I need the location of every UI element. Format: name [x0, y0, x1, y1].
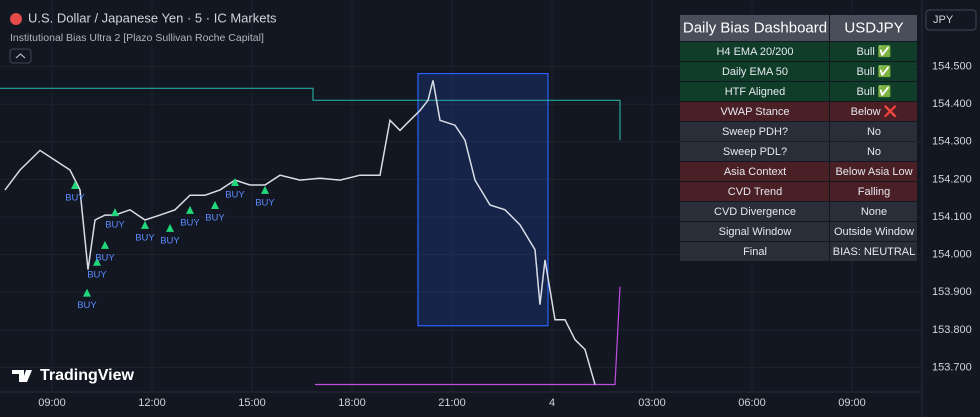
x-tick-label: 4: [549, 397, 555, 409]
buy-marker: [166, 223, 174, 232]
buy-label: BUY: [255, 197, 275, 208]
x-tick-label: 15:00: [238, 397, 266, 409]
dashboard-value: No: [867, 146, 881, 158]
y-tick-label: 153.900: [932, 286, 972, 298]
x-tick-label: 18:00: [338, 397, 366, 409]
dashboard-value: Falling: [858, 186, 890, 198]
buy-marker: [231, 177, 239, 186]
dashboard-label: Sweep PDH?: [722, 126, 788, 138]
buy-label: BUY: [135, 232, 155, 243]
x-tick-label: 06:00: [738, 397, 766, 409]
dashboard-label: Daily EMA 50: [722, 66, 788, 78]
buy-label: BUY: [160, 235, 180, 246]
dashboard-label: CVD Divergence: [714, 206, 796, 218]
dashboard-row: [680, 202, 917, 221]
dashboard-header: Daily Bias Dashboard: [683, 19, 827, 36]
indicator-line: [315, 286, 621, 386]
x-tick-label: 03:00: [638, 397, 666, 409]
dashboard-label: Signal Window: [719, 226, 792, 238]
range-box: [417, 73, 549, 327]
dashboard-row: [680, 142, 917, 161]
dashboard-value: Outside Window: [834, 226, 914, 238]
dashboard-header-cell: [680, 15, 829, 41]
buy-label: BUY: [77, 300, 97, 311]
symbol-title[interactable]: U.S. Dollar / Japanese Yen · 5 · IC Mark…: [28, 10, 277, 25]
dashboard-row: [680, 62, 917, 81]
dashboard-label: Sweep PDL?: [723, 146, 787, 158]
dashboard-row: [680, 102, 917, 121]
x-tick-label: 21:00: [438, 397, 466, 409]
dashboard-row: [680, 182, 917, 201]
collapse-icon: [15, 53, 26, 59]
dashboard-row: [680, 82, 917, 101]
collapse-button[interactable]: [9, 48, 32, 64]
buy-label: BUY: [87, 269, 107, 280]
y-tick-label: 153.800: [932, 324, 972, 336]
y-tick-label: 154.000: [932, 249, 972, 261]
currency-box[interactable]: [925, 9, 977, 31]
symbol-icon: [10, 13, 22, 25]
buy-marker: [261, 185, 269, 194]
dashboard-row: [680, 162, 917, 181]
dashboard-label: Asia Context: [724, 166, 786, 178]
dashboard-value: Bull ✅: [856, 85, 891, 98]
y-tick-label: 154.300: [932, 136, 972, 148]
indicator-line: [0, 87, 621, 141]
dashboard-value: Bull ✅: [856, 45, 891, 58]
y-tick-label: 154.400: [932, 98, 972, 110]
y-tick-label: 154.200: [932, 173, 972, 185]
grid: [0, 0, 922, 392]
buy-marker: [141, 220, 149, 229]
dashboard-value: No: [867, 126, 881, 138]
x-tick-label: 09:00: [838, 397, 866, 409]
price-line: [4, 80, 596, 385]
x-tick-label: 09:00: [38, 397, 66, 409]
dashboard-label: VWAP Stance: [720, 106, 789, 118]
buy-marker: [101, 240, 109, 249]
dashboard-row: [680, 122, 917, 141]
x-tick-label: 12:00: [138, 397, 166, 409]
dashboard-row: [680, 242, 917, 261]
indicator-name[interactable]: Institutional Bias Ultra 2 [Plazo Sulliv…: [10, 32, 264, 44]
dashboard-row: [680, 222, 917, 241]
dashboard-header: USDJPY: [844, 19, 903, 36]
buy-marker: [71, 181, 79, 190]
buy-label: BUY: [95, 252, 115, 263]
dashboard-label: H4 EMA 20/200: [716, 46, 793, 58]
buy-label: BUY: [65, 193, 85, 204]
y-tick-label: 153.700: [932, 361, 972, 373]
dashboard-value: BIAS: NEUTRAL: [833, 246, 916, 258]
dashboard-row: [680, 42, 917, 61]
y-tick-label: 154.500: [932, 60, 972, 72]
buy-label: BUY: [205, 212, 225, 223]
buy-label: BUY: [105, 220, 125, 231]
buy-label: BUY: [225, 190, 245, 201]
dashboard-value: None: [861, 206, 887, 218]
buy-marker: [93, 257, 101, 266]
dashboard-label: Final: [743, 246, 767, 258]
y-tick-label: 154.100: [932, 211, 972, 223]
brand: TradingView: [40, 367, 135, 384]
buy-marker: [211, 200, 219, 209]
buy-marker: [186, 205, 194, 214]
dashboard-value: Below ❌: [851, 105, 898, 118]
dashboard-label: CVD Trend: [728, 186, 782, 198]
brand-logo: [12, 370, 32, 382]
dashboard-value: Bull ✅: [856, 65, 891, 78]
buy-marker: [83, 288, 91, 297]
dashboard-label: HTF Aligned: [725, 86, 786, 98]
currency: JPY: [933, 14, 954, 26]
dashboard-header-cell: [830, 15, 917, 41]
dashboard-value: Below Asia Low: [835, 166, 912, 178]
buy-marker: [111, 208, 119, 217]
buy-label: BUY: [180, 217, 200, 228]
